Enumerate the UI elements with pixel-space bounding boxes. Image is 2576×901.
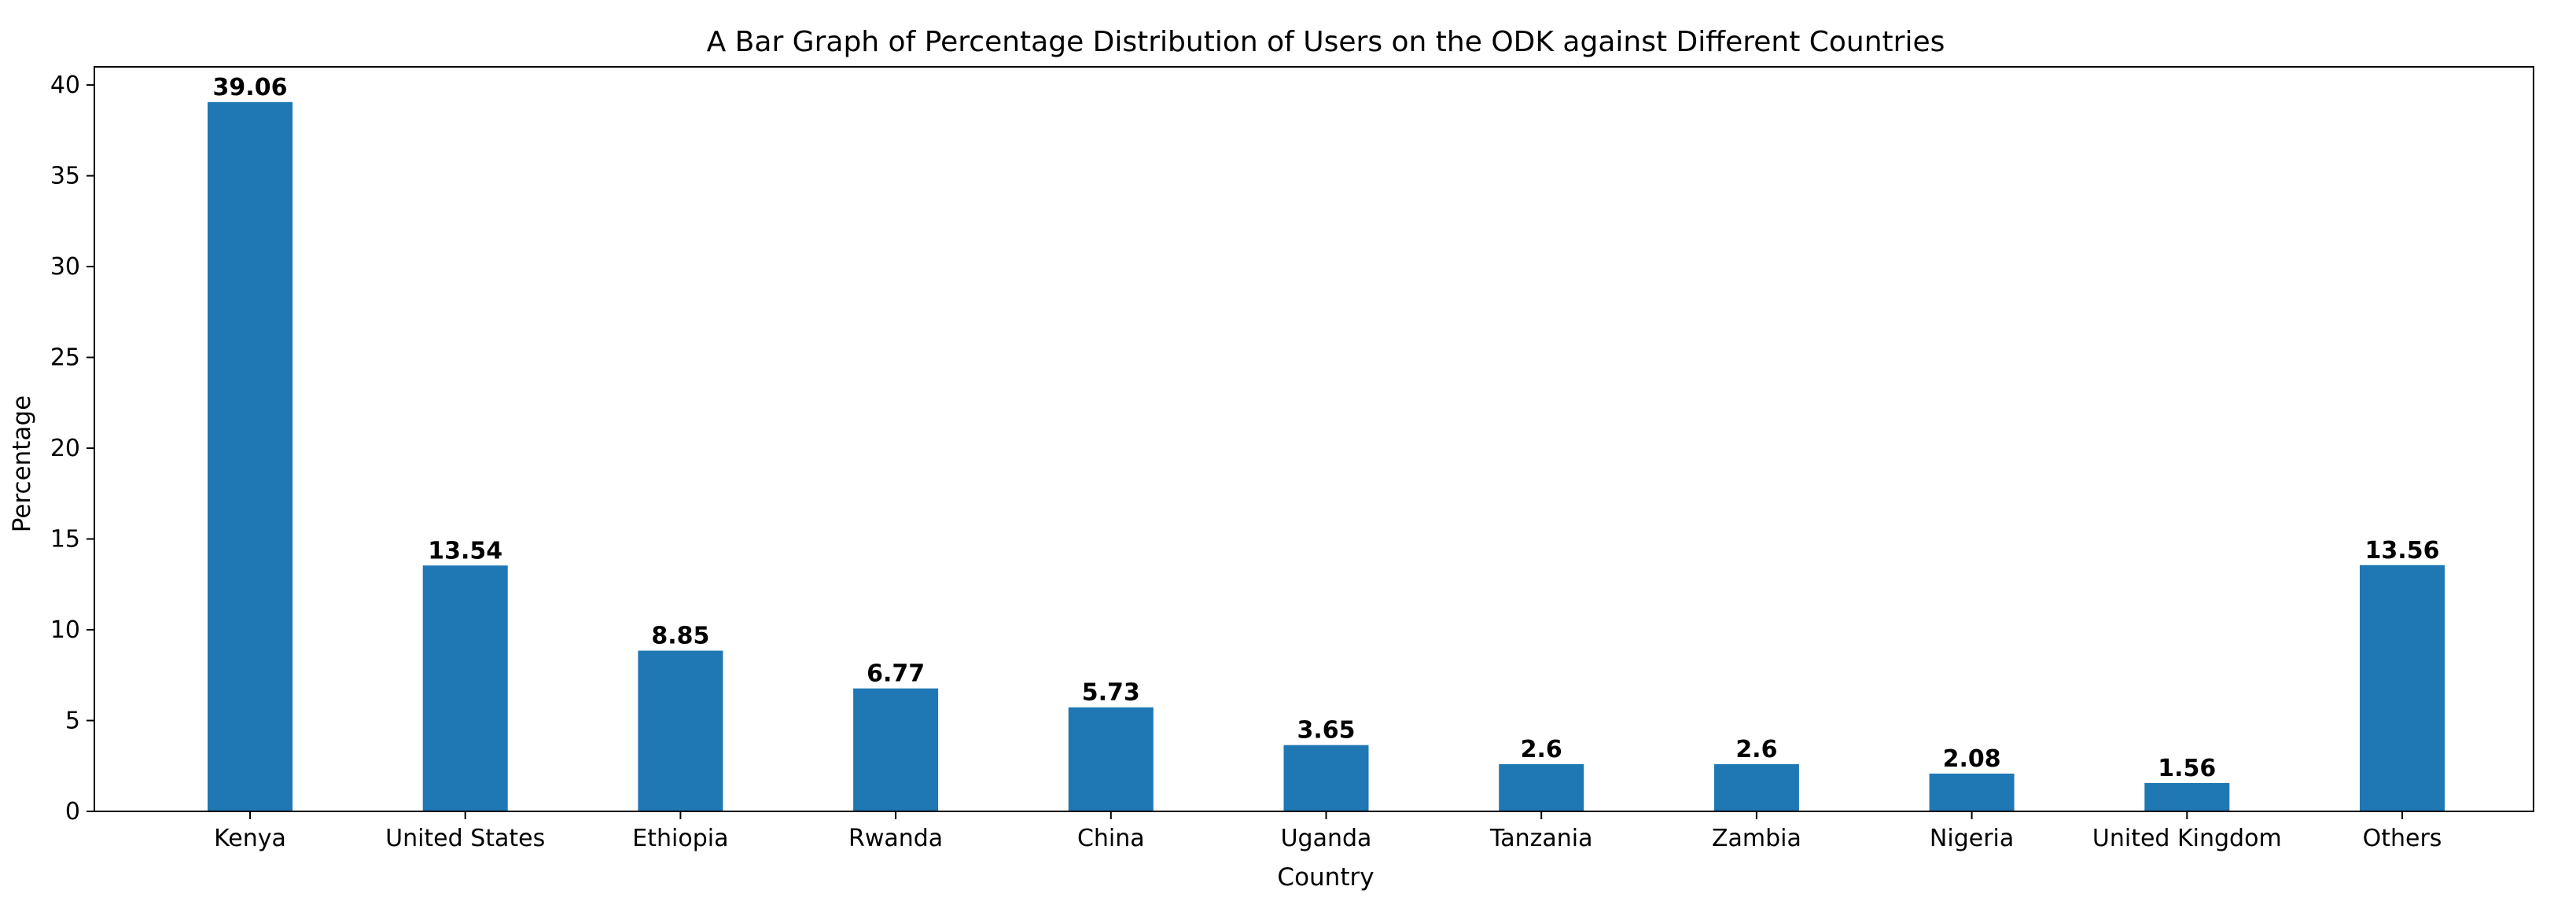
y-tick-label-35: 35 (50, 163, 80, 190)
bar-value-label-china: 5.73 (1082, 679, 1140, 707)
y-tick-label-0: 0 (65, 798, 80, 826)
x-tick-label-kenya: Kenya (214, 825, 286, 852)
bar-value-label-united-kingdom: 1.56 (2158, 755, 2216, 782)
bar-value-label-rwanda: 6.77 (867, 660, 925, 688)
x-tick-label-ethiopia: Ethiopia (632, 825, 728, 852)
bar-value-label-nigeria: 2.08 (1943, 745, 2001, 773)
bar-kenya (208, 101, 293, 811)
y-tick-label-10: 10 (50, 616, 80, 644)
bar-labels-layer: 39.06 13.54 8.85 6.77 5.73 3.65 2.6 2.6 2.08 1.56… (213, 74, 2440, 782)
plot-area-frame (94, 66, 2534, 812)
x-axis-label: Country (1277, 863, 1374, 892)
bar-united-kingdom (2144, 782, 2230, 811)
chart-title: A Bar Graph of Percentage Distribution o… (707, 26, 1945, 58)
bar-value-label-others: 13.56 (2365, 537, 2440, 565)
bar-tanzania (1499, 763, 1584, 811)
x-tick-label-united-kingdom: United Kingdom (2092, 825, 2282, 852)
bars-layer (208, 101, 2445, 811)
y-tick-label-15: 15 (50, 526, 80, 553)
bar-value-label-zambia: 2.6 (1735, 736, 1777, 763)
y-tick-label-25: 25 (50, 344, 80, 372)
x-tick-label-tanzania: Tanzania (1489, 825, 1593, 852)
x-tick-label-uganda: Uganda (1281, 825, 1372, 852)
bar-others (2360, 565, 2445, 811)
y-tick-label-20: 20 (50, 435, 80, 462)
y-axis-ticks: 0 5 10 15 20 25 30 35 40 (50, 72, 94, 826)
bar-rwanda (853, 688, 939, 811)
y-tick-label-30: 30 (50, 253, 80, 281)
bar-value-label-ethiopia: 8.85 (651, 623, 709, 650)
bar-value-label-uganda: 3.65 (1297, 717, 1355, 745)
x-tick-label-rwanda: Rwanda (848, 825, 943, 852)
bar-uganda (1283, 745, 1369, 811)
y-tick-label-40: 40 (50, 72, 80, 99)
bar-united-states (422, 565, 508, 811)
x-tick-label-zambia: Zambia (1712, 825, 1801, 852)
x-tick-label-china: China (1077, 825, 1145, 852)
bar-ethiopia (638, 650, 723, 811)
bar-nigeria (1929, 773, 2015, 811)
x-tick-label-united-states: United States (385, 825, 545, 852)
x-tick-label-others: Others (2363, 825, 2442, 852)
x-axis-ticks: Kenya United States Ethiopia Rwanda China Uga… (214, 811, 2442, 852)
bar-zambia (1713, 763, 1799, 811)
bar-china (1068, 707, 1154, 811)
bar-value-label-kenya: 39.06 (213, 74, 288, 101)
bar-value-label-tanzania: 2.6 (1521, 736, 1562, 763)
bar-value-label-united-states: 13.54 (428, 537, 502, 565)
x-tick-label-nigeria: Nigeria (1930, 825, 2014, 852)
y-axis-label: Percentage (8, 395, 36, 532)
y-tick-label-5: 5 (65, 708, 80, 735)
